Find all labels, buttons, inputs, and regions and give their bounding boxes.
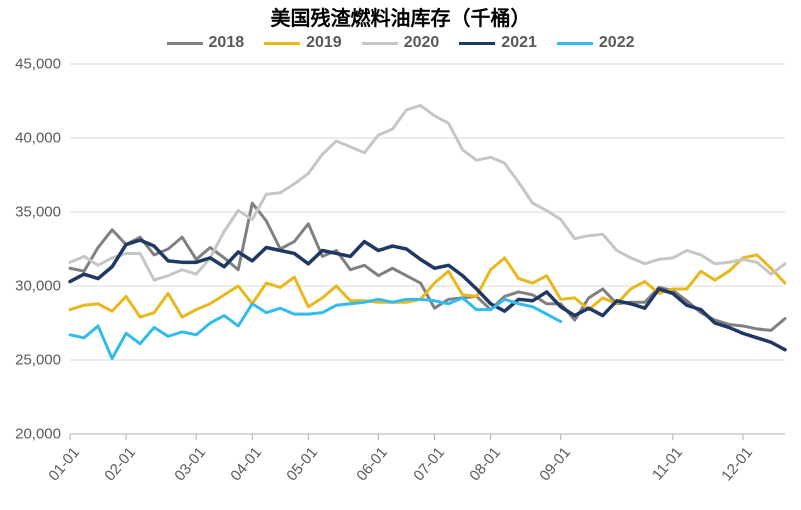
legend-label: 2020 — [404, 34, 440, 52]
legend-swatch — [362, 42, 398, 45]
x-tick-label: 09-01 — [536, 444, 574, 484]
legend-label: 2019 — [306, 34, 342, 52]
legend: 2018 2019 2020 2021 2022 — [0, 34, 801, 52]
legend-item: 2020 — [362, 34, 440, 52]
legend-swatch — [557, 42, 593, 45]
plot-area — [70, 64, 785, 434]
y-tick-label: 20,000 — [15, 426, 61, 443]
legend-label: 2018 — [209, 34, 245, 52]
legend-item: 2018 — [167, 34, 245, 52]
legend-swatch — [167, 42, 203, 45]
y-tick-label: 45,000 — [15, 56, 61, 73]
legend-label: 2022 — [599, 34, 635, 52]
legend-item: 2022 — [557, 34, 635, 52]
plot-svg — [70, 64, 785, 434]
x-tick-label: 06-01 — [354, 444, 392, 484]
legend-swatch — [264, 42, 300, 45]
x-tick-label: 02-01 — [101, 444, 139, 484]
legend-item: 2019 — [264, 34, 342, 52]
x-tick-label: 03-01 — [172, 444, 210, 484]
chart-container: 美国残渣燃料油库存（千桶） 2018 2019 2020 2021 2022 20,00… — [0, 0, 801, 510]
x-tick-label: 08-01 — [466, 444, 504, 484]
series-line — [70, 105, 785, 280]
x-tick-label: 12-01 — [718, 444, 756, 484]
legend-label: 2021 — [501, 34, 537, 52]
x-tick-label: 01-01 — [45, 444, 83, 484]
y-tick-label: 25,000 — [15, 352, 61, 369]
y-tick-label: 35,000 — [15, 204, 61, 221]
x-tick-label: 07-01 — [410, 444, 448, 484]
y-tick-label: 30,000 — [15, 278, 61, 295]
x-tick-label: 11-01 — [649, 444, 686, 483]
chart-title: 美国残渣燃料油库存（千桶） — [0, 2, 801, 31]
legend-item: 2021 — [459, 34, 537, 52]
x-tick-label: 05-01 — [284, 444, 322, 484]
legend-swatch — [459, 42, 495, 45]
y-tick-label: 40,000 — [15, 130, 61, 147]
x-tick-label: 04-01 — [228, 444, 266, 484]
